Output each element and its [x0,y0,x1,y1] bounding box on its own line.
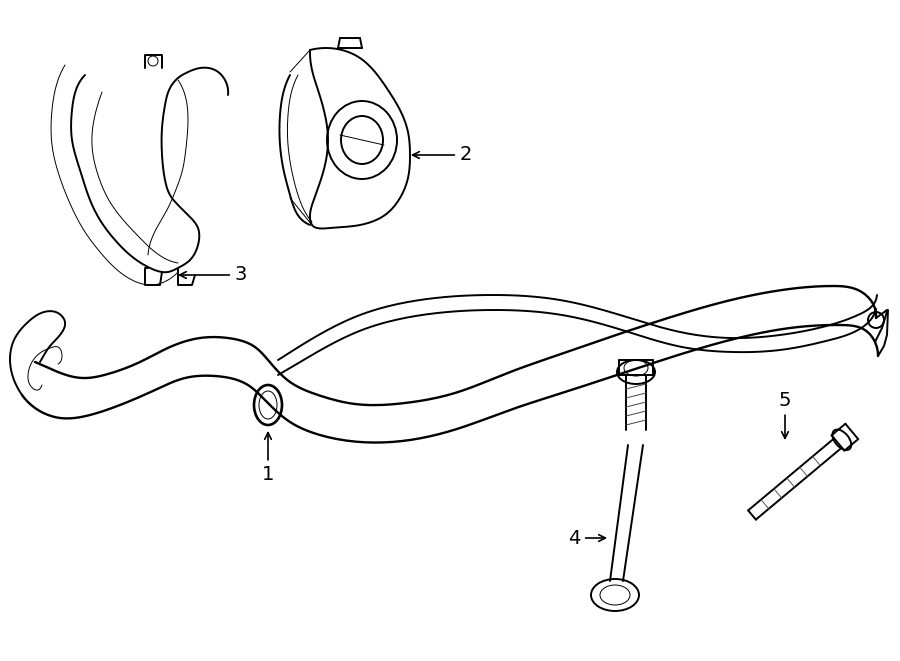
Text: 1: 1 [262,433,274,485]
Text: 5: 5 [778,391,791,438]
Text: 3: 3 [180,266,248,284]
Text: 2: 2 [412,145,472,165]
Text: 4: 4 [568,529,606,547]
